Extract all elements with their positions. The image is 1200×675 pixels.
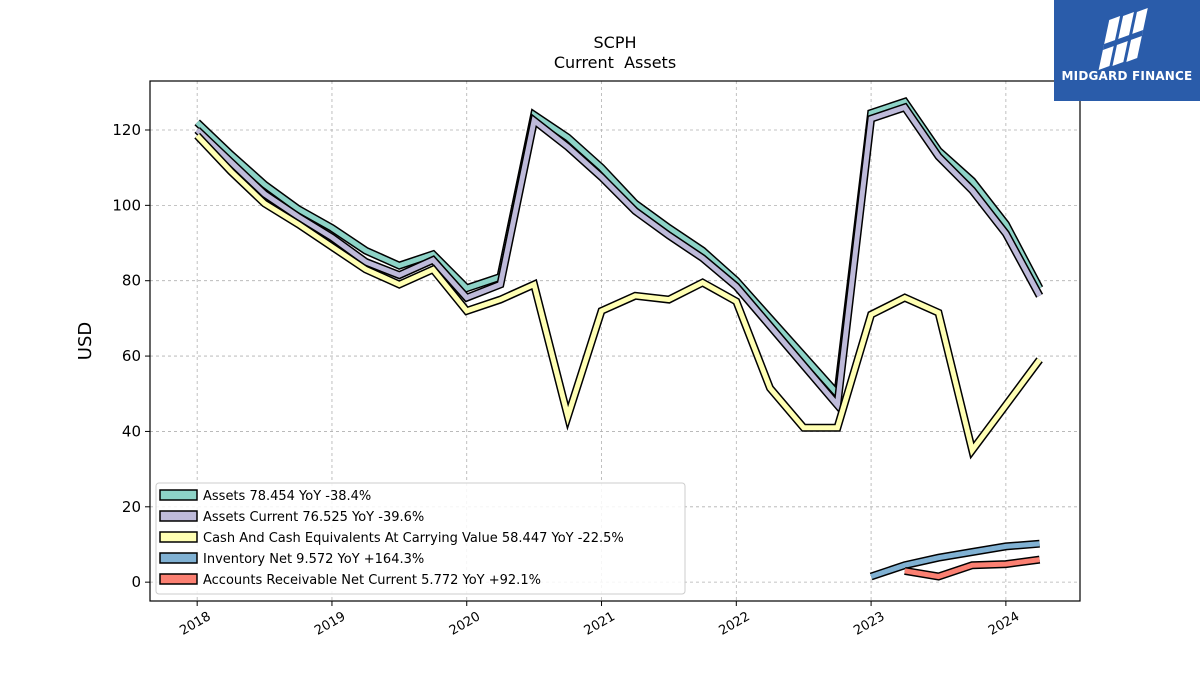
series-line-1 — [194, 102, 1044, 415]
y-tick-label: 20 — [122, 498, 141, 516]
y-axis-label: USD — [75, 322, 96, 360]
legend-swatch — [159, 510, 198, 522]
series-stroke — [195, 98, 1042, 400]
y-tick-label: 120 — [112, 121, 141, 139]
brand-logo: MIDGARD FINANCE — [1054, 0, 1200, 101]
grid-lines — [150, 81, 1080, 601]
series-line-3 — [869, 539, 1040, 581]
y-tick-label: 60 — [122, 347, 141, 365]
logo-wordmark: MIDGARD FINANCE — [1061, 69, 1193, 83]
chart-title: SCPH — [593, 33, 636, 52]
logo-emblem-icon — [1098, 8, 1148, 70]
legend-label: Inventory Net 9.572 YoY +164.3% — [203, 552, 424, 567]
legend-label: Cash And Cash Equivalents At Carrying Va… — [203, 531, 624, 546]
y-tick-label: 80 — [122, 272, 141, 290]
series-lines — [194, 96, 1044, 581]
y-tick-label: 0 — [131, 573, 141, 591]
series-stroke — [195, 104, 1042, 412]
y-tick-label: 100 — [112, 196, 141, 214]
legend-swatch — [159, 489, 198, 501]
y-tick-label: 40 — [122, 422, 141, 440]
plot-area-frame — [149, 80, 1081, 602]
legend-label: Assets Current 76.525 YoY -39.6% — [203, 510, 424, 525]
legend-swatch — [159, 573, 198, 585]
chart-subtitle: Current Assets — [554, 53, 676, 72]
legend-swatch — [159, 552, 198, 564]
legend-swatch — [159, 531, 198, 543]
series-stroke — [870, 541, 1040, 579]
series-line-2 — [194, 132, 1043, 460]
legend: Assets 78.454 YoY -38.4% Assets Current 7… — [155, 482, 686, 595]
legend-box — [155, 482, 686, 595]
series-line-4 — [904, 555, 1041, 581]
legend-label: Accounts Receivable Net Current 5.772 Yo… — [203, 573, 541, 588]
series-stroke — [195, 133, 1042, 457]
series-line-0 — [194, 96, 1044, 404]
legend-label: Assets 78.454 YoY -38.4% — [203, 489, 371, 504]
series-stroke — [904, 557, 1040, 580]
